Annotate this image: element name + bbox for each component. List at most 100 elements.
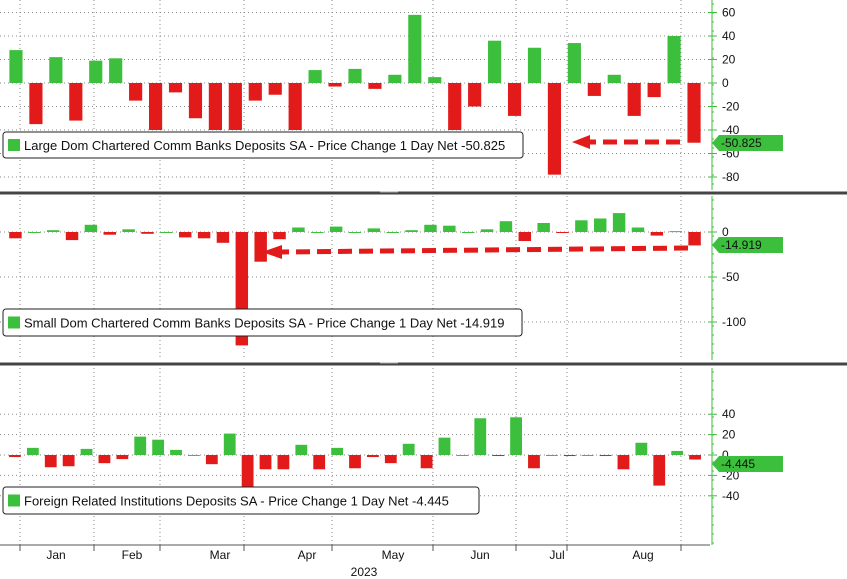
bar (627, 83, 641, 116)
bar (492, 455, 505, 457)
bar (216, 232, 230, 243)
legend: Foreign Related Institutions Deposits SA… (2, 486, 480, 515)
bar (480, 229, 494, 232)
bar (594, 218, 607, 232)
y-tick-label: -100 (722, 315, 746, 329)
y-tick-label: -50 (722, 270, 740, 284)
bar (537, 223, 550, 232)
bar (612, 213, 626, 232)
y-tick-label: -80 (722, 170, 740, 184)
bar (188, 83, 203, 119)
bar (205, 455, 218, 465)
bar (28, 232, 41, 233)
bar (9, 50, 23, 83)
legend-label: Large Dom Chartered Comm Banks Deposits … (24, 138, 505, 153)
bar (687, 83, 701, 143)
bar (9, 455, 21, 458)
bar (254, 232, 267, 262)
bar (405, 230, 418, 232)
bar (331, 447, 344, 455)
legend-box (2, 486, 480, 515)
legend-box (2, 308, 523, 337)
y-tick-label: -20 (722, 100, 740, 114)
month-label: Apr (298, 548, 317, 562)
bar (122, 229, 135, 232)
bar (448, 83, 462, 130)
bar (499, 221, 513, 232)
bar (461, 232, 475, 233)
bar (228, 83, 242, 130)
bar (313, 455, 326, 470)
bar (170, 449, 182, 455)
badge-value: -4.445 (721, 457, 755, 471)
bar (268, 83, 282, 95)
month-label: Aug (632, 548, 653, 562)
bar (98, 455, 111, 464)
bar (647, 83, 661, 98)
bar (528, 455, 540, 469)
bar (518, 232, 532, 241)
bar (599, 455, 612, 457)
bar (62, 455, 75, 467)
bar (197, 232, 211, 239)
bar (26, 447, 39, 455)
last-value-badge: -14.919 (712, 237, 783, 253)
bar (547, 83, 562, 175)
bar (581, 455, 594, 456)
bar (575, 220, 588, 232)
bar (295, 444, 308, 455)
bar (288, 83, 302, 130)
y-tick-label: -40 (722, 123, 740, 137)
y-tick-label: 40 (722, 29, 736, 43)
bar (348, 68, 362, 83)
bar (49, 57, 63, 83)
bar (44, 455, 57, 468)
bar (384, 455, 397, 464)
bar (348, 232, 362, 233)
bar (349, 455, 361, 469)
month-label: Mar (210, 548, 231, 562)
y-tick-label: 60 (722, 6, 736, 20)
bar (527, 47, 542, 83)
bar (474, 418, 487, 455)
legend-box (2, 131, 524, 159)
bar (510, 417, 522, 455)
bar (653, 455, 666, 486)
month-label: Jan (46, 548, 65, 562)
bar (367, 228, 381, 232)
bar (141, 232, 154, 234)
bar (223, 433, 236, 455)
bar (89, 60, 103, 83)
badge-shape (712, 135, 783, 151)
bar (667, 36, 681, 83)
arrow-line-2 (281, 245, 689, 255)
bar (671, 450, 684, 455)
bar (241, 455, 254, 492)
panel-2: 0 -50 -100 -14.919 Small Dom Chartered Comm … (0, 196, 847, 366)
bar (420, 455, 433, 469)
bar (386, 232, 399, 233)
month-label: Feb (122, 548, 143, 562)
year-label: 2023 (351, 565, 378, 579)
bar (46, 230, 60, 232)
legend-swatch (8, 139, 20, 151)
bar (160, 232, 173, 233)
badge-shape (712, 456, 783, 472)
bar (456, 455, 469, 456)
bar (488, 40, 502, 83)
bar (424, 224, 437, 232)
bar (368, 83, 382, 89)
bar (366, 455, 379, 458)
bar (9, 232, 22, 239)
legend: Small Dom Chartered Comm Banks Deposits … (2, 308, 523, 337)
bar (650, 232, 664, 236)
bar (328, 83, 342, 87)
badge-shape (712, 237, 783, 253)
bar (567, 43, 581, 83)
month-label: Jun (470, 548, 489, 562)
month-label: May (382, 548, 405, 562)
bar (428, 77, 442, 83)
bar (80, 448, 93, 455)
